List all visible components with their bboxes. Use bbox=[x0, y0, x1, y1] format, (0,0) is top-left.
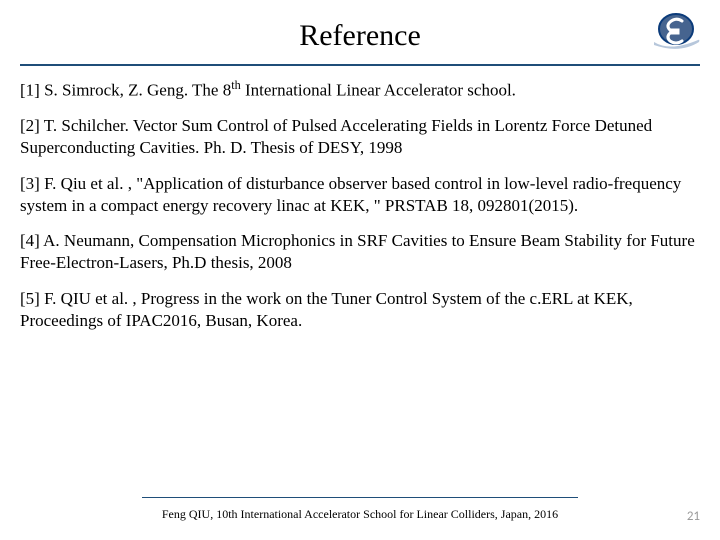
reference-item: [1] S. Simrock, Z. Geng. The 8th Interna… bbox=[20, 78, 700, 101]
slide: Reference [1] S. Simrock, Z. Geng. The 8… bbox=[0, 0, 720, 540]
title-underline bbox=[20, 64, 700, 66]
footer: Feng QIU, 10th International Accelerator… bbox=[20, 504, 700, 524]
reference-text-prefix: [1] S. Simrock, Z. Geng. The 8 bbox=[20, 81, 231, 100]
header: Reference bbox=[20, 12, 700, 60]
footer-divider bbox=[142, 497, 577, 498]
page-number: 21 bbox=[687, 509, 700, 524]
reference-item: [5] F. QIU et al. , Progress in the work… bbox=[20, 288, 700, 332]
reference-list: [1] S. Simrock, Z. Geng. The 8th Interna… bbox=[20, 78, 700, 497]
reference-item: [4] A. Neumann, Compensation Microphonic… bbox=[20, 230, 700, 274]
reference-text-suffix: International Linear Accelerator school. bbox=[241, 81, 516, 100]
reference-sup: th bbox=[231, 78, 241, 92]
reference-item: [3] F. Qiu et al. , "Application of dist… bbox=[20, 173, 700, 217]
footer-text: Feng QIU, 10th International Accelerator… bbox=[162, 507, 558, 522]
slide-title: Reference bbox=[299, 19, 421, 53]
organization-logo bbox=[652, 12, 700, 52]
reference-item: [2] T. Schilcher. Vector Sum Control of … bbox=[20, 115, 700, 159]
